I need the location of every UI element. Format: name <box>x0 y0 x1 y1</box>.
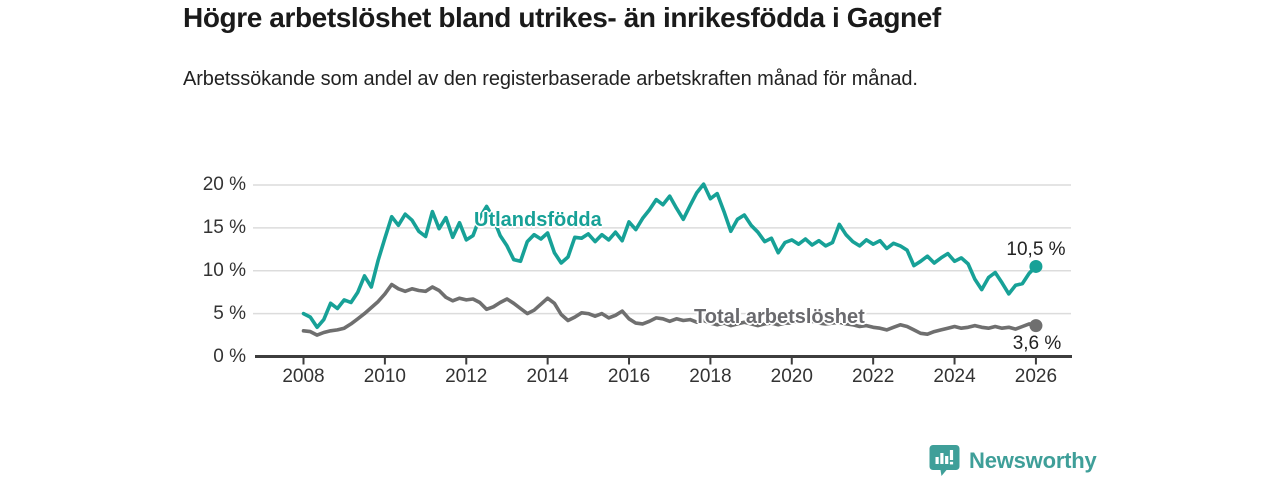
x-tick-label: 2010 <box>363 366 407 387</box>
x-tick-label: 2022 <box>852 366 895 387</box>
x-tick-label: 2026 <box>1014 366 1058 387</box>
series-end-dots <box>1029 259 1043 333</box>
y-tick-label: 5 % <box>213 302 246 324</box>
end-value-total-arbetsloshet: 3,6 % <box>1012 333 1062 354</box>
x-axis <box>255 355 1072 365</box>
y-tick-label: 10 % <box>202 259 246 281</box>
end-value-utlandsfodda: 10,5 % <box>1006 239 1066 260</box>
newsworthy-brand: Newsworthy <box>929 444 1097 477</box>
x-tick-label: 2014 <box>526 366 569 387</box>
page-title: Högre arbetslöshet bland utrikes- än inr… <box>183 2 941 33</box>
x-tick-label: 2012 <box>445 366 488 387</box>
newsworthy-logo-icon <box>929 445 960 476</box>
y-tick-label: 20 % <box>202 174 246 195</box>
y-tick-label: 15 % <box>202 216 246 238</box>
series-lines <box>301 182 1038 337</box>
y-tick-label: 0 % <box>213 345 246 367</box>
x-tick-label: 2024 <box>933 366 976 387</box>
x-tick-label: 2008 <box>282 366 325 387</box>
chart-subtitle: Arbetssökande som andel av den registerb… <box>183 68 918 90</box>
x-tick-label: 2020 <box>770 366 813 387</box>
brand-name: Newsworthy <box>969 447 1097 473</box>
x-tick-label: 2016 <box>607 366 651 387</box>
series-label-utlandsfodda: Utlandsfödda <box>474 209 602 231</box>
series-label-total-arbetsloshet: Total arbetslöshet <box>694 306 865 328</box>
x-tick-label: 2018 <box>689 366 732 387</box>
